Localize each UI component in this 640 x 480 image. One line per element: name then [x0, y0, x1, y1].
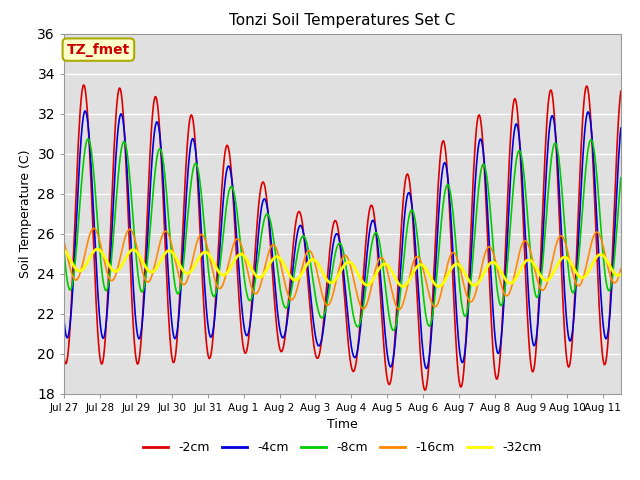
-32cm [342, 260, 350, 266]
-4cm [60, 317, 68, 323]
-16cm [230, 240, 237, 246]
-8cm [617, 175, 625, 180]
-2cm [342, 316, 350, 322]
Text: TZ_fmet: TZ_fmet [67, 43, 130, 57]
-8cm [60, 248, 68, 253]
-32cm [617, 271, 625, 277]
X-axis label: Time: Time [327, 418, 358, 431]
-8cm [342, 264, 350, 270]
-16cm [573, 282, 581, 288]
Line: -16cm: -16cm [64, 228, 621, 310]
-2cm [182, 163, 190, 168]
-16cm [592, 229, 600, 235]
-16cm [342, 253, 350, 259]
-32cm [230, 259, 237, 264]
-2cm [230, 207, 237, 213]
-32cm [182, 270, 190, 276]
-2cm [573, 231, 581, 237]
Title: Tonzi Soil Temperatures Set C: Tonzi Soil Temperatures Set C [229, 13, 456, 28]
-2cm [592, 233, 600, 239]
-32cm [483, 266, 490, 272]
-16cm [617, 266, 625, 272]
Y-axis label: Soil Temperature (C): Soil Temperature (C) [19, 149, 31, 278]
Legend: -2cm, -4cm, -8cm, -16cm, -32cm: -2cm, -4cm, -8cm, -16cm, -32cm [138, 436, 547, 459]
-2cm [421, 387, 429, 393]
-8cm [573, 268, 581, 274]
-16cm [483, 248, 490, 253]
-4cm [342, 296, 350, 302]
-2cm [79, 82, 87, 88]
-16cm [396, 307, 403, 312]
-4cm [617, 125, 625, 131]
-2cm [483, 202, 490, 207]
-16cm [60, 239, 68, 244]
-32cm [592, 255, 600, 261]
-32cm [94, 246, 102, 252]
-8cm [483, 169, 490, 175]
-4cm [422, 366, 430, 372]
-8cm [592, 165, 600, 171]
-2cm [617, 88, 625, 94]
-32cm [60, 247, 68, 253]
-8cm [230, 189, 237, 195]
-8cm [84, 136, 92, 142]
Line: -32cm: -32cm [64, 249, 621, 287]
-8cm [390, 327, 397, 333]
-2cm [60, 354, 68, 360]
-4cm [483, 184, 490, 190]
-4cm [573, 258, 581, 264]
-32cm [573, 271, 581, 277]
-4cm [230, 197, 237, 203]
-16cm [90, 226, 98, 231]
Line: -4cm: -4cm [64, 111, 621, 369]
Line: -8cm: -8cm [64, 139, 621, 330]
-4cm [592, 203, 600, 209]
Line: -2cm: -2cm [64, 85, 621, 390]
-8cm [182, 234, 190, 240]
-4cm [81, 108, 89, 114]
-32cm [435, 284, 443, 289]
-4cm [182, 199, 190, 204]
-16cm [182, 280, 190, 286]
